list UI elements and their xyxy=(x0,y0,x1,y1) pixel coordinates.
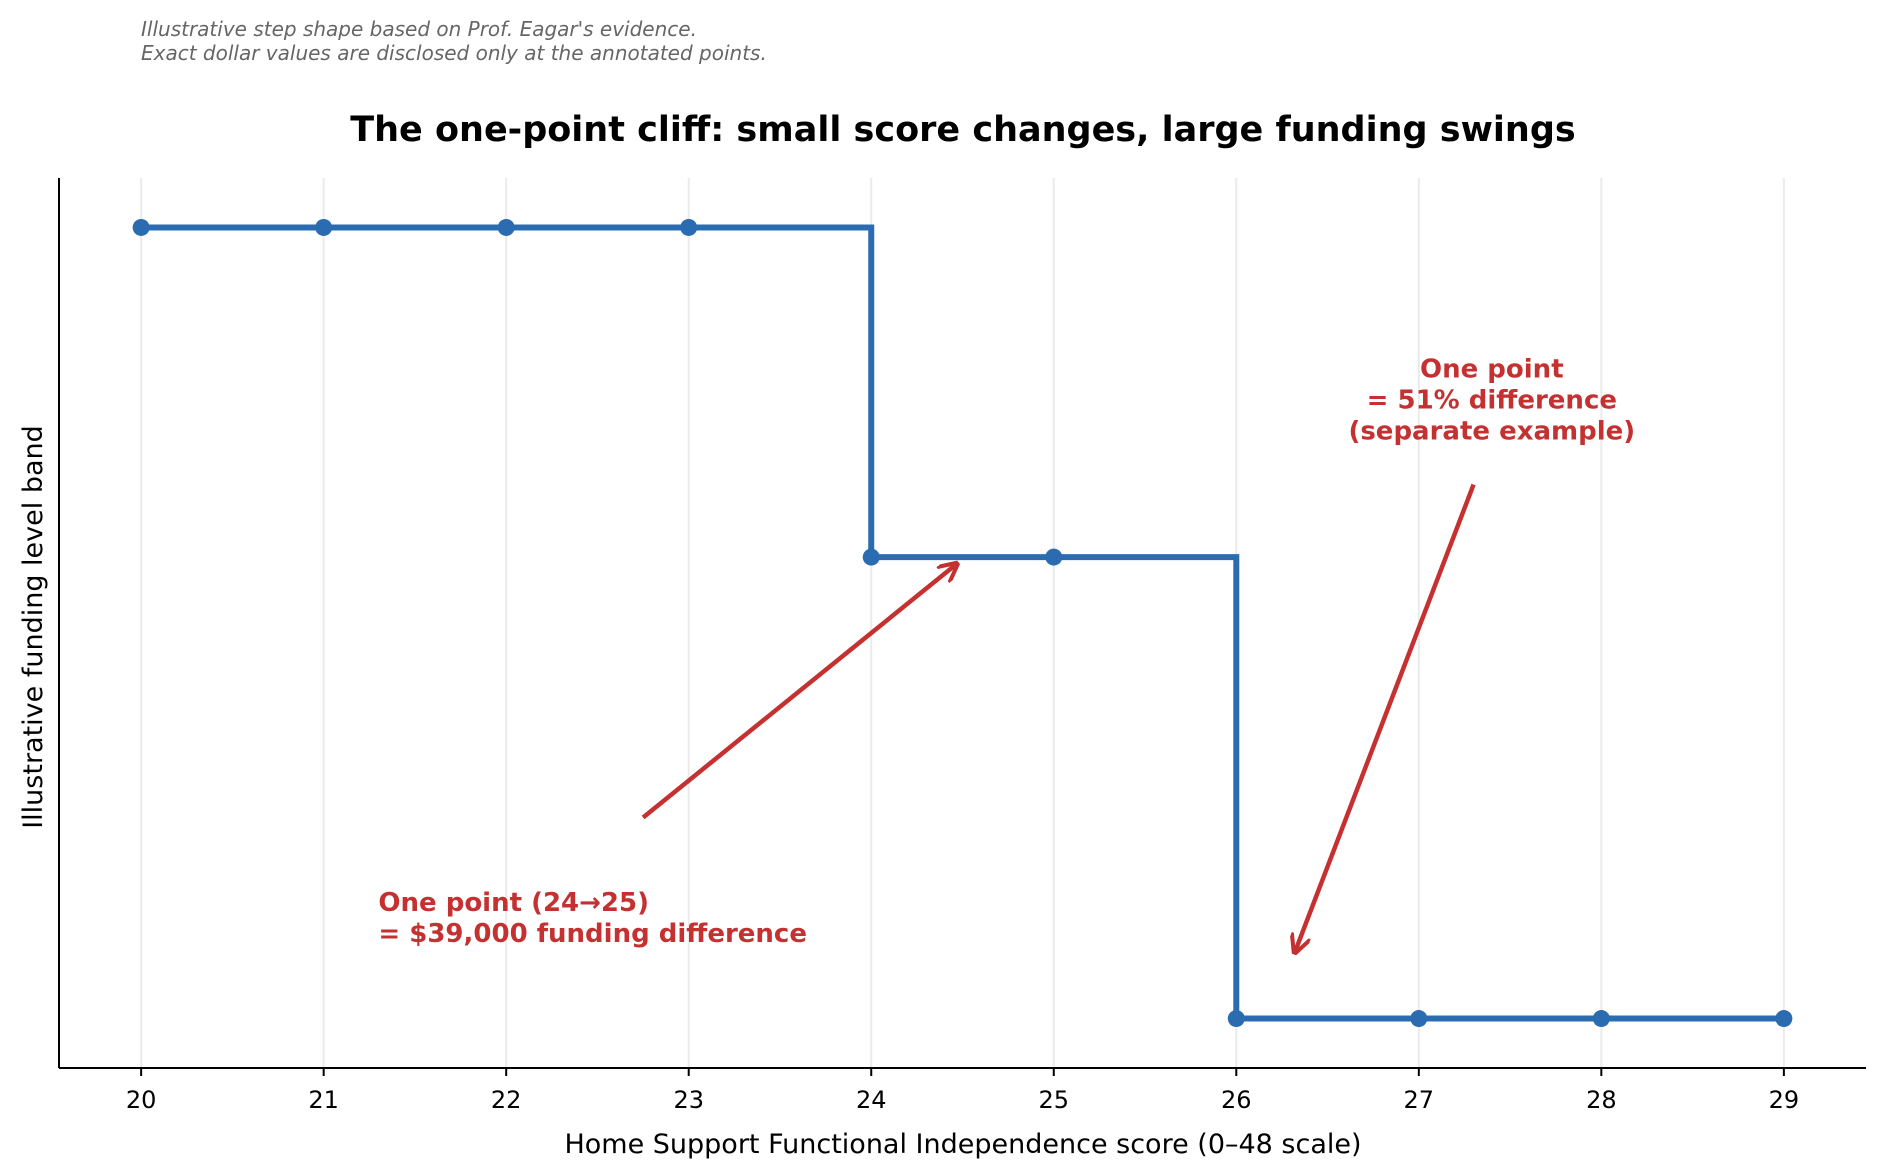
annotation-text-2: One point = 51% difference (separate examp… xyxy=(1348,355,1635,447)
data-point-21 xyxy=(315,218,333,236)
data-point-22 xyxy=(497,218,515,236)
data-point-24 xyxy=(862,548,880,566)
x-tick-label-26: 26 xyxy=(1221,1086,1252,1114)
x-tick-label-27: 27 xyxy=(1404,1086,1435,1114)
series xyxy=(132,218,1793,1028)
gridlines xyxy=(140,178,1785,1068)
data-point-26 xyxy=(1227,1010,1245,1028)
x-axis-label: Home Support Functional Independence sco… xyxy=(564,1129,1361,1160)
x-tick-label-24: 24 xyxy=(856,1086,887,1114)
x-tick-label-25: 25 xyxy=(1038,1086,1069,1114)
x-tick-label-29: 29 xyxy=(1769,1086,1800,1114)
data-point-25 xyxy=(1045,548,1063,566)
annotation-2-line-2: = 51% difference xyxy=(1367,386,1617,416)
note-line-2: Exact dollar values are disclosed only a… xyxy=(141,41,767,65)
annotation-2-line-1: One point xyxy=(1420,355,1564,385)
data-point-20 xyxy=(132,218,150,236)
annotations: One point (24→25) = $39,000 funding diffe… xyxy=(378,355,1635,953)
series-step-line xyxy=(141,224,1784,1022)
note-line-1: Illustrative step shape based on Prof. E… xyxy=(141,17,697,41)
data-point-23 xyxy=(680,218,698,236)
annotation-1-line-1: One point (24→25) xyxy=(378,888,649,918)
annotation-text-1: One point (24→25) = $39,000 funding diffe… xyxy=(378,888,807,949)
x-tick-label-20: 20 xyxy=(126,1086,157,1114)
x-tick-label-23: 23 xyxy=(673,1086,704,1114)
x-tick-label-21: 21 xyxy=(308,1086,339,1114)
y-axis-label: Illustrative funding level band xyxy=(18,425,49,829)
annotation-arrow-2 xyxy=(1295,483,1476,953)
data-point-29 xyxy=(1775,1010,1793,1028)
x-tick-label-28: 28 xyxy=(1586,1086,1617,1114)
axes: 20 21 22 23 24 25 26 27 28 29 xyxy=(58,178,1866,1114)
annotation-1-line-2: = $39,000 funding difference xyxy=(378,919,807,949)
x-tick-label-22: 22 xyxy=(491,1086,522,1114)
annotation-2-line-3: (separate example) xyxy=(1348,417,1635,447)
annotation-arrow-1 xyxy=(641,564,957,820)
data-point-28 xyxy=(1592,1010,1610,1028)
chart-title: The one-point cliff: small score changes… xyxy=(350,110,1575,150)
data-point-27 xyxy=(1410,1010,1428,1028)
notes: Illustrative step shape based on Prof. E… xyxy=(141,17,767,65)
